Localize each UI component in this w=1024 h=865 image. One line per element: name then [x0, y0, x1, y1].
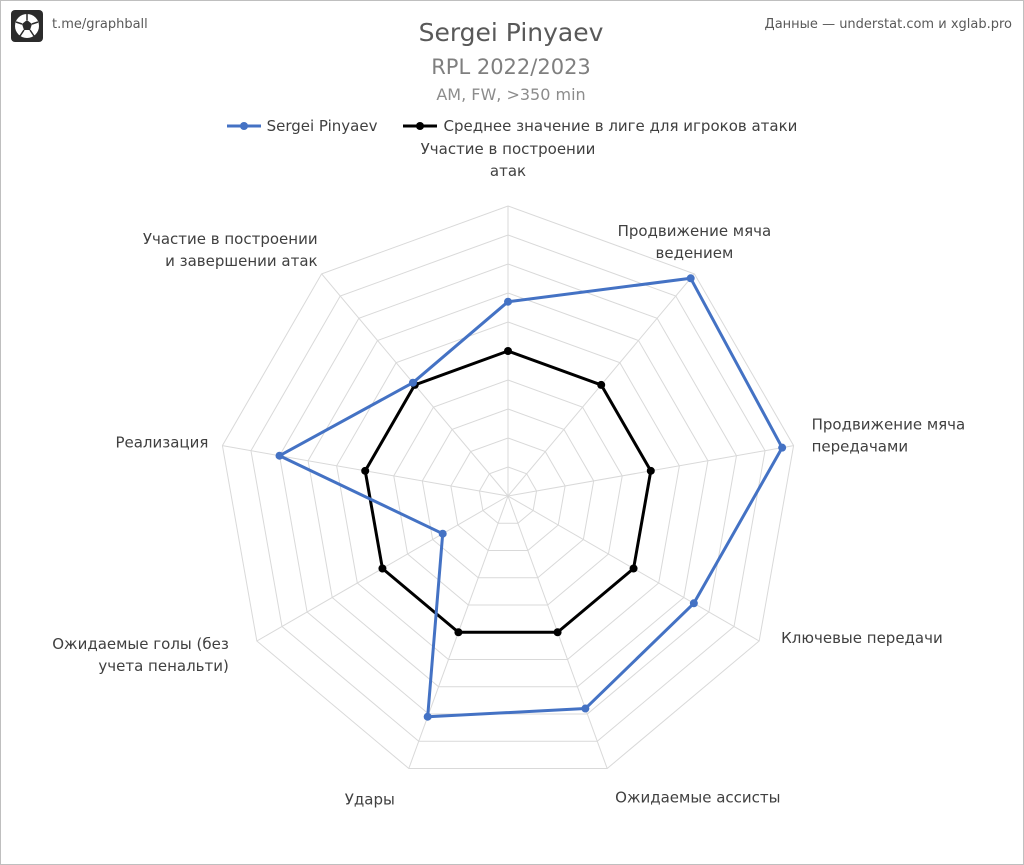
axis-label: Продвижение мяча ведением: [618, 222, 772, 262]
data-point-average: [553, 628, 562, 637]
axis-label-line: Участие в построении: [143, 230, 318, 248]
data-point-player: [778, 443, 787, 452]
data-point-average: [504, 347, 512, 355]
legend-swatch-player: [226, 122, 261, 130]
axis-label-line: передачами: [812, 438, 908, 456]
grid-ring: [307, 292, 709, 688]
chart-subtitle: RPL 2022/2023: [431, 55, 591, 79]
axis-label: Участие в построении и завершении атак: [143, 230, 318, 270]
grid-ring: [478, 466, 538, 524]
data-point-player: [689, 599, 698, 608]
axis-label: Ожидаемые ассисты: [615, 789, 780, 807]
data-point-player: [686, 274, 695, 283]
axis-label: Реализация: [115, 434, 208, 452]
axis-label-line: Реализация: [115, 434, 208, 452]
legend-item-player: Sergei Pinyaev: [225, 117, 378, 135]
legend-item-average: Среднее значение в лиге для игроков атак…: [401, 117, 797, 135]
chart-filter-note: AM, FW, >350 min: [436, 85, 586, 104]
legend-label-average: Среднее значение в лиге для игроков атак…: [443, 117, 798, 135]
axis-label-line: Ожидаемые ассисты: [615, 789, 780, 807]
axis-label-line: Ожидаемые голы (без: [52, 635, 229, 653]
axis-label: Продвижение мяча передачами: [812, 416, 966, 456]
data-point-player: [581, 704, 590, 713]
axis-label: Удары: [345, 791, 395, 809]
axis-label-line: Ключевые передачи: [781, 629, 943, 647]
legend-swatch-average: [403, 122, 438, 130]
grid-ring: [336, 321, 680, 661]
grid-ring: [393, 379, 623, 606]
data-point-average: [629, 564, 638, 573]
axis-label-line: ведением: [656, 244, 734, 262]
grid-ring: [221, 205, 795, 770]
chart-legend: Sergei Pinyaev Среднее значение в лиге д…: [0, 117, 1022, 135]
data-point-average: [361, 466, 370, 475]
axis-label: Ожидаемые голы (без учета пенальти): [52, 635, 229, 675]
axis-label: Участие в построении атак: [421, 140, 596, 180]
axis-label-line: Продвижение мяча: [618, 222, 772, 240]
axis-label-line: атак: [490, 162, 526, 180]
data-point-player: [504, 297, 512, 306]
data-point-player: [275, 451, 284, 460]
chart-title: Sergei Pinyaev: [418, 18, 604, 47]
axis-label-line: и завершении атак: [165, 252, 317, 270]
data-point-player: [423, 712, 432, 721]
data-point-average: [454, 628, 463, 637]
data-point-average: [597, 380, 606, 389]
graphball-logo: [11, 10, 43, 42]
grid-ring: [450, 437, 566, 552]
grid-ring: [250, 234, 766, 742]
grid-ring: [421, 408, 595, 579]
axis-label-line: Участие в построении: [421, 140, 596, 158]
series-line-average: [363, 349, 653, 634]
axis-label-line: Продвижение мяча: [812, 416, 966, 434]
axis-label: Ключевые передачи: [781, 629, 943, 647]
legend-label-player: Sergei Pinyaev: [266, 117, 378, 135]
axis-label-line: учета пенальти): [98, 657, 228, 675]
brand-link[interactable]: t.me/graphball: [52, 17, 148, 32]
soccer-ball-icon: [15, 14, 39, 38]
data-point-average: [378, 564, 387, 573]
series-line-player: [278, 276, 784, 719]
data-point-player: [438, 529, 447, 538]
data-source-note: Данные — understat.com и xglab.pro: [764, 17, 1012, 32]
data-point-average: [646, 466, 655, 475]
data-point-player: [408, 378, 417, 387]
axis-label-line: Удары: [345, 791, 395, 809]
